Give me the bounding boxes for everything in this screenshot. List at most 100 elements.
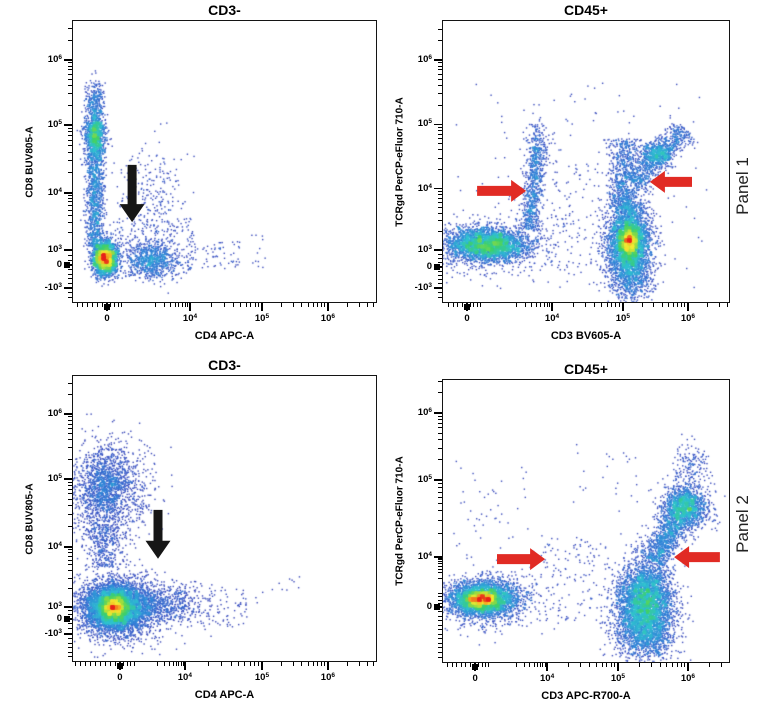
x-minor-tick <box>134 662 136 666</box>
y-major-tick <box>434 123 442 126</box>
x-minor-tick <box>460 663 462 667</box>
y-minor-tick <box>68 135 72 136</box>
y-major-tick <box>64 633 72 635</box>
x-minor-tick <box>85 662 87 666</box>
x-tick-label: 104 <box>182 313 198 324</box>
x-minor-tick <box>653 303 655 307</box>
y-zero-tick <box>64 615 70 622</box>
y-minor-tick <box>68 505 72 507</box>
y-tick-label: 104 <box>47 186 62 198</box>
y-major-tick <box>434 479 442 481</box>
y-tick-label: 0 <box>426 601 432 613</box>
x-minor-tick <box>317 303 319 307</box>
x-tick-label: 104 <box>544 313 560 324</box>
y-minor-tick <box>438 130 442 132</box>
y-major-tick <box>64 546 72 548</box>
x-minor-tick <box>96 303 98 307</box>
y-tick-label: 106 <box>417 53 432 65</box>
x-minor-tick <box>671 663 673 667</box>
x-minor-tick <box>250 303 252 307</box>
x-tick-label: 104 <box>177 672 192 683</box>
x-minor-tick <box>181 303 183 307</box>
plot-area-bottom-left: 0 104 105 106 106 105 104 103 0 -103 <box>45 375 377 682</box>
y-minor-tick <box>68 259 72 261</box>
x-minor-tick <box>257 662 259 666</box>
y-minor-tick <box>68 423 72 425</box>
x-minor-tick <box>126 662 128 666</box>
x-minor-tick <box>207 662 209 666</box>
x-tick-label: 105 <box>254 672 270 683</box>
x-minor-tick <box>324 303 326 307</box>
y-zero-tick <box>434 264 440 271</box>
x-minor-tick <box>470 663 471 667</box>
x-minor-tick <box>650 663 652 667</box>
x-minor-tick <box>117 303 119 307</box>
y-minor-tick <box>438 253 442 255</box>
y-minor-tick <box>68 481 72 483</box>
x-minor-tick <box>540 303 542 307</box>
x-minor-tick <box>448 303 450 307</box>
x-minor-tick <box>77 303 79 307</box>
y-minor-tick <box>68 85 72 87</box>
y-minor-tick <box>438 126 442 128</box>
x-minor-tick <box>168 662 170 666</box>
y-minor-tick <box>438 190 442 192</box>
x-minor-tick <box>114 662 116 666</box>
x-minor-tick <box>533 663 535 667</box>
x-minor-tick <box>726 303 728 307</box>
x-minor-tick <box>673 303 674 307</box>
x-minor-tick <box>238 662 240 666</box>
y-minor-tick <box>68 278 72 280</box>
y-minor-tick <box>438 563 442 565</box>
x-minor-tick <box>75 662 77 666</box>
y-minor-tick <box>438 292 442 294</box>
y-minor-tick <box>68 614 72 616</box>
y-minor-tick <box>438 620 442 622</box>
x-minor-tick <box>182 662 184 666</box>
y-minor-tick <box>438 568 442 570</box>
x-tick-label: 105 <box>610 673 626 684</box>
y-tick-label: 0 <box>426 261 432 273</box>
x-minor-tick <box>178 303 180 307</box>
x-minor-tick <box>456 663 458 667</box>
y-minor-tick <box>68 28 72 30</box>
y-minor-tick <box>438 380 442 382</box>
y-minor-tick <box>68 127 72 129</box>
y-minor-tick <box>68 201 72 203</box>
y-minor-tick <box>68 642 72 644</box>
x-axis-label: CD3 BV605-A <box>550 330 622 342</box>
x-major-tick <box>327 303 329 311</box>
x-minor-tick <box>659 663 661 667</box>
x-major-tick <box>687 663 689 671</box>
y-minor-tick <box>68 215 72 217</box>
x-axis-label: CD4 APC-A <box>194 689 255 701</box>
x-minor-tick <box>154 303 156 307</box>
y-minor-tick <box>68 205 72 207</box>
x-minor-tick <box>347 303 349 307</box>
y-tick-label: 106 <box>47 408 62 420</box>
x-minor-tick <box>180 662 182 666</box>
y-minor-tick <box>68 439 72 441</box>
x-minor-tick <box>461 303 463 307</box>
x-minor-tick <box>619 303 621 307</box>
y-minor-tick <box>438 487 442 489</box>
y-major-tick <box>434 287 442 289</box>
x-minor-tick <box>317 662 319 666</box>
y-minor-tick <box>438 419 442 421</box>
y-minor-tick <box>438 656 442 658</box>
y-minor-tick <box>438 651 442 653</box>
y-major-tick <box>434 412 442 414</box>
x-minor-tick <box>99 662 101 666</box>
x-tick-label: 106 <box>320 313 335 324</box>
x-minor-tick <box>594 303 596 307</box>
x-minor-tick <box>666 663 668 667</box>
y-minor-tick <box>438 157 442 159</box>
y-minor-tick <box>438 415 442 417</box>
y-minor-tick <box>438 559 442 561</box>
x-minor-tick <box>614 663 616 667</box>
y-minor-tick <box>438 392 442 394</box>
x-minor-tick <box>82 303 84 307</box>
x-minor-tick <box>312 303 314 307</box>
x-major-tick <box>261 303 263 311</box>
x-zero-tick <box>464 304 471 310</box>
